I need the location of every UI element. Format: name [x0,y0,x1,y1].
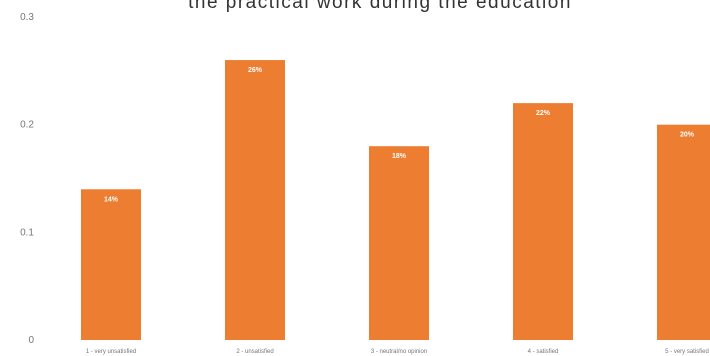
bar [657,124,710,341]
bar-data-label: 20% [680,132,695,139]
bar [369,146,429,340]
y-tick-label: 0.1 [20,227,34,238]
x-tick-label: 5 - very satisfied [665,349,709,355]
bar [81,189,141,340]
bar-data-label: 26% [248,67,263,74]
bar-data-label: 14% [104,196,119,203]
x-tick-label: 3 - neutral/no opinion [371,349,427,355]
y-tick-label: 0.3 [20,12,34,23]
y-tick-label: 0 [28,335,34,346]
y-axis: 0 0.1 0.2 0.3 [20,12,34,346]
x-tick-label: 1 - very unsatisfied [86,349,136,355]
bar [513,103,573,340]
y-tick-label: 0.2 [20,120,34,131]
x-tick-label: 2 - unsatisfied [236,349,273,355]
bar-data-label: 18% [392,153,407,160]
x-tick-label: 4 - satisfied [528,349,559,355]
chart-title: the practical work during the education [188,0,572,13]
x-axis: 1 - very unsatisfied 2 - unsatisfied 3 - n… [86,349,709,355]
bar [225,60,285,341]
bar-series: 14% 26% 18% 22% 20% [81,60,710,341]
bar-data-label: 22% [536,110,551,117]
